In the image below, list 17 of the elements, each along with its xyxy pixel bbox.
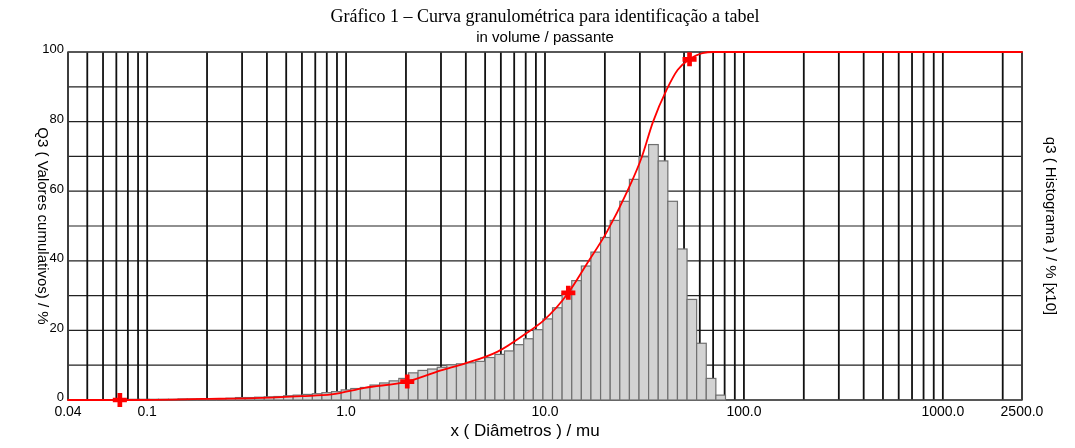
x-tick-label: 2500.0: [1000, 403, 1044, 419]
x-tick-label: 10.0: [531, 403, 559, 419]
chart-title: Gráfico 1 – Curva granulométrica para identificação a tabel: [330, 6, 760, 26]
y-tick-label: 60: [49, 180, 64, 196]
x-tick-label: 0.1: [137, 403, 158, 419]
y-tick-label: 20: [49, 319, 64, 335]
x-tick-label: 1000.0: [921, 403, 965, 419]
y-tick-label: 40: [49, 250, 64, 266]
y-tick-label: 100: [42, 41, 64, 57]
x-tick-label: 100.0: [726, 403, 762, 419]
chart-subtitle: in volume / passante: [476, 28, 614, 45]
x-tick-label: 1.0: [336, 403, 357, 419]
y2-axis-title: q3 ( Histograma ) / % [x10]: [1043, 136, 1060, 316]
y-tick-label: 0: [56, 389, 64, 405]
x-axis-title: x ( Diâmetros ) / mu: [450, 421, 600, 440]
y-tick-label: 80: [49, 110, 64, 126]
x-tick-label: 0.04: [54, 403, 82, 419]
